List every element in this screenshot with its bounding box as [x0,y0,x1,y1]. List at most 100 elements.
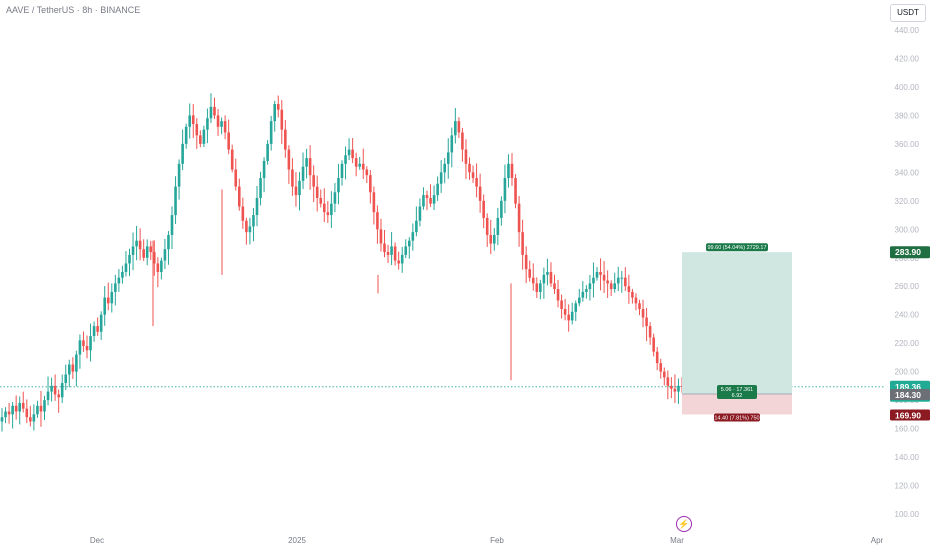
symbol-title[interactable]: AAVE / TetherUS · 8h · BINANCE [6,5,141,15]
candle-body [75,354,78,372]
profit-zone[interactable] [682,252,792,394]
candle-body [429,197,432,204]
candle-body [273,104,277,122]
candle-body [57,394,60,398]
y-tick-label: 400.00 [895,83,920,92]
candle-body [78,340,82,355]
candle-body [262,160,266,179]
target-label[interactable]: 99.60 (54.04%) 2729.17 [706,243,768,252]
candle-body [478,186,482,201]
candle-body [471,172,475,179]
candle-body [556,289,560,301]
candle-body [652,337,655,352]
y-tick-label: 260.00 [895,282,920,291]
target-label-text: 99.60 (54.04%) 2729.17 [707,245,766,251]
candle-body [170,215,174,235]
candle-body [39,405,43,412]
candle-body [7,411,11,415]
loss-zone[interactable] [682,393,792,415]
candle-body [245,220,248,233]
candle-body [106,297,110,304]
candle-body [351,149,354,159]
candle-body [457,121,461,133]
candle-body [631,291,634,298]
y-tick-label: 140.00 [895,453,920,462]
entry-label-text-2: 6.92 [732,393,743,399]
candle-body [397,260,400,264]
candle-body [390,246,393,255]
candle-body [528,269,532,278]
candle-body [319,197,323,204]
candle-body [624,277,627,287]
candle-body [156,263,160,272]
candle-body [666,377,670,386]
stop-label-bg [714,413,760,422]
price-axis[interactable]: 440.00 420.00 400.00 380.00 360.00 340.00 320.… [895,26,920,519]
candle-body [443,163,447,173]
candle-body [570,311,574,321]
candle-body [223,121,227,133]
candle-body [269,121,273,144]
candle-body [673,388,677,392]
candle-body [46,391,50,401]
candle-body [138,240,142,250]
candle-body [418,206,422,221]
candle-body [344,155,347,164]
candle-body [361,163,365,170]
candle-body [255,197,259,216]
candle-body [60,383,64,398]
target-price-badge-bg [890,246,930,259]
candle-body [174,186,177,216]
candle-body [53,385,57,395]
target-price-badge-text: 283.90 [895,247,921,257]
x-tick-label: Dec [90,536,104,545]
candle-body [439,172,443,184]
candle-body [213,106,216,116]
y-tick-label: 440.00 [895,26,920,35]
candle-body [496,217,500,235]
candle-body [163,249,167,261]
candle-body [315,186,319,198]
y-tick-label: 300.00 [895,225,920,234]
candle-body [191,115,195,124]
candle-body [230,149,234,170]
candle-body [298,180,301,196]
entry-label-text: 5.06 · 17.361 [721,387,753,393]
candle-body [252,215,255,227]
candle-body [82,340,85,347]
y-tick-label: 420.00 [895,54,920,63]
candle-body [248,226,252,233]
candle-body [0,417,4,422]
entry-price-badge: 184.30 [890,388,930,400]
candle-body [276,104,280,110]
candle-body [369,175,372,193]
lightning-icon[interactable]: ⚡ [676,516,692,532]
candle-body [195,123,199,136]
candle-body [581,291,585,298]
candle-body [655,351,659,364]
stop-label[interactable]: 14.40 (7.81%) 750 [714,413,760,422]
y-tick-label: 120.00 [895,482,920,491]
candle-body [648,326,652,338]
candle-body [177,163,181,187]
candle-body [563,309,567,315]
candle-body [67,364,71,375]
stop-price-badge: 169.90 [890,409,930,421]
candle-body [64,374,68,384]
candle-body [114,283,117,292]
candle-body [595,272,599,278]
candle-body [322,203,326,213]
target-label-bg [706,243,768,252]
candle-body [539,283,542,292]
candle-body [492,234,496,244]
candle-body [606,280,609,284]
candle-body [415,220,418,233]
time-axis[interactable]: Dec 2025 Feb Mar Apr [90,536,884,545]
candle-body [535,283,539,292]
currency-button[interactable]: USDT [890,4,926,22]
candle-body [609,283,613,290]
